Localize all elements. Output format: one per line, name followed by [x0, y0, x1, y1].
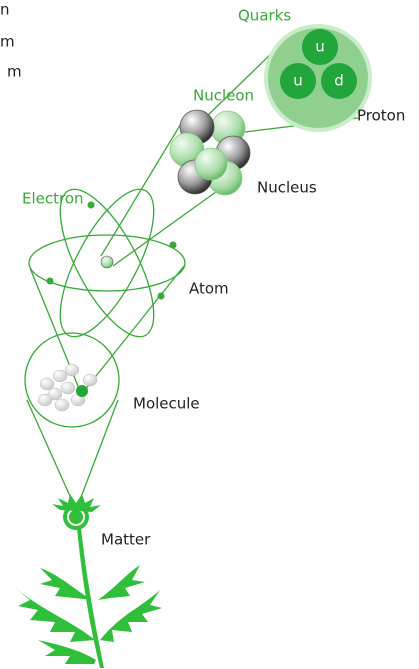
- edge-text: n: [0, 1, 10, 19]
- nucleus: [169, 109, 251, 196]
- quarks-label: Quarks: [238, 7, 291, 25]
- edge-text: m: [0, 33, 15, 51]
- quark-label: d: [334, 72, 344, 90]
- dandelion: [15, 494, 162, 668]
- molecule-label: Molecule: [133, 395, 200, 413]
- molecule: [24, 332, 120, 428]
- nucleus-label: Nucleus: [257, 179, 317, 197]
- atom: [28, 188, 186, 338]
- quark: [321, 63, 357, 99]
- quark: [280, 63, 316, 99]
- quark: [302, 29, 338, 65]
- matter-label: Matter: [101, 531, 151, 549]
- proton-label: Proton: [357, 107, 405, 125]
- nucleon-label: Nucleon: [193, 87, 254, 105]
- edge-text: m: [7, 63, 22, 81]
- atom-label: Atom: [189, 280, 229, 298]
- electron-label: Electron: [22, 190, 84, 208]
- quark-label: u: [293, 72, 303, 90]
- proton: [268, 28, 368, 128]
- quark-label: u: [315, 38, 325, 56]
